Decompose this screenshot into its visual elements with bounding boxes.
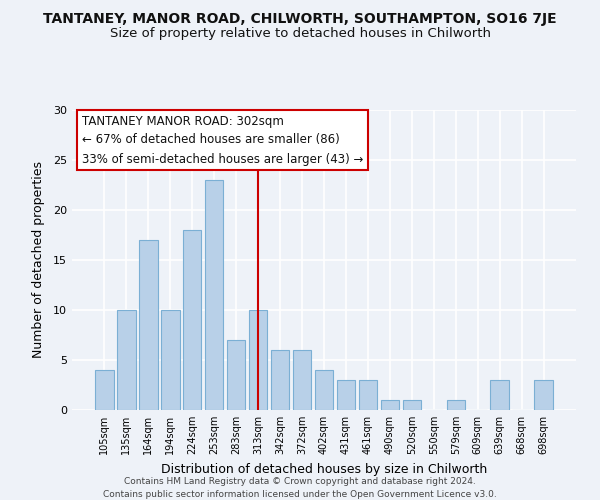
Text: TANTANEY, MANOR ROAD, CHILWORTH, SOUTHAMPTON, SO16 7JE: TANTANEY, MANOR ROAD, CHILWORTH, SOUTHAM… [43,12,557,26]
Bar [161,310,179,410]
Bar [117,310,136,410]
Bar [490,380,509,410]
Bar [293,350,311,410]
Bar [337,380,355,410]
Bar [205,180,223,410]
Bar [403,400,421,410]
Bar [314,370,334,410]
Y-axis label: Number of detached properties: Number of detached properties [32,162,44,358]
Bar [227,340,245,410]
Bar [271,350,289,410]
Text: Size of property relative to detached houses in Chilworth: Size of property relative to detached ho… [110,28,491,40]
X-axis label: Distribution of detached houses by size in Chilworth: Distribution of detached houses by size … [161,462,487,475]
Text: Contains public sector information licensed under the Open Government Licence v3: Contains public sector information licen… [103,490,497,499]
Bar [380,400,399,410]
Bar [359,380,377,410]
Bar [183,230,202,410]
Text: TANTANEY MANOR ROAD: 302sqm
← 67% of detached houses are smaller (86)
33% of sem: TANTANEY MANOR ROAD: 302sqm ← 67% of det… [82,114,364,166]
Bar [139,240,158,410]
Bar [446,400,465,410]
Bar [249,310,268,410]
Text: Contains HM Land Registry data © Crown copyright and database right 2024.: Contains HM Land Registry data © Crown c… [124,478,476,486]
Bar [535,380,553,410]
Bar [95,370,113,410]
